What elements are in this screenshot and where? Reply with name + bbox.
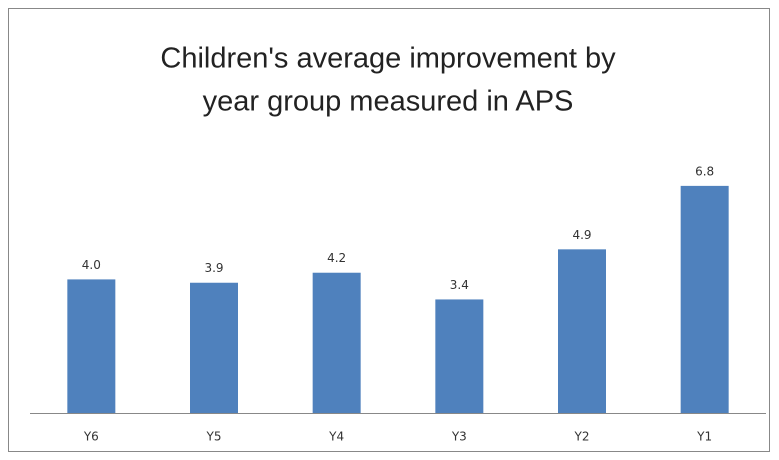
data-label: 6.8 xyxy=(695,164,714,178)
chart-border xyxy=(8,8,770,452)
bar xyxy=(190,282,238,413)
data-label: 3.4 xyxy=(450,278,469,292)
x-tick-label: Y3 xyxy=(451,430,467,444)
x-tick-label: Y5 xyxy=(206,430,222,444)
x-tick-label: Y4 xyxy=(328,430,344,444)
data-label: 4.9 xyxy=(572,228,591,242)
x-tick-label: Y1 xyxy=(696,430,712,444)
data-label: 4.0 xyxy=(82,258,101,272)
x-tick-label: Y6 xyxy=(83,430,99,444)
chart-title: Children's average improvement by xyxy=(160,43,616,75)
bar xyxy=(558,249,606,413)
data-label: 3.9 xyxy=(204,261,223,275)
bar xyxy=(312,272,361,413)
data-label: 4.2 xyxy=(327,251,346,265)
bar xyxy=(67,279,116,413)
bar xyxy=(680,185,729,413)
x-tick-label: Y2 xyxy=(574,430,590,444)
bar xyxy=(435,299,484,413)
chart-title: year group measured in APS xyxy=(203,86,574,118)
